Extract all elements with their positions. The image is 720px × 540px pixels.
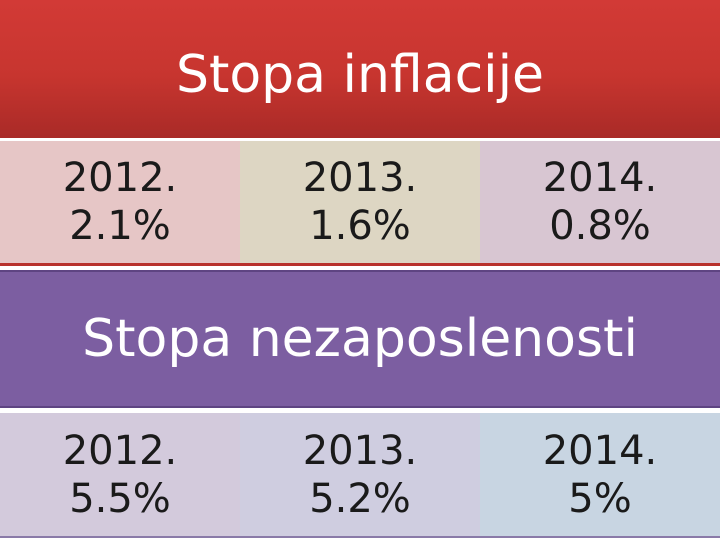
inflation-year-2013: 2013. xyxy=(302,155,418,201)
inflation-banner: Stopa inflacije xyxy=(0,0,720,138)
inflation-year-2012: 2012. xyxy=(62,155,178,201)
inflation-cell-2014: 2014. 0.8% xyxy=(480,138,720,266)
inflation-cell-2013: 2013. 1.6% xyxy=(240,138,480,266)
unemployment-title: Stopa nezaposlenosti xyxy=(82,309,638,369)
inflation-row: 2012. 2.1% 2013. 1.6% 2014. 0.8% xyxy=(0,138,720,266)
unemployment-row: 2012. 5.5% 2013. 5.2% 2014. 5% xyxy=(0,410,720,538)
inflation-value-2014: 0.8% xyxy=(549,203,651,249)
unemployment-cell-2014: 2014. 5% xyxy=(480,410,720,538)
unemployment-year-2013: 2013. xyxy=(302,427,418,474)
unemployment-year-2012: 2012. xyxy=(62,427,178,474)
unemployment-value-2012: 5.5% xyxy=(69,475,171,522)
inflation-title: Stopa inflacije xyxy=(175,45,545,105)
unemployment-cell-2012: 2012. 5.5% xyxy=(0,410,240,538)
unemployment-value-2014: 5% xyxy=(568,475,632,522)
inflation-year-2014: 2014. xyxy=(542,155,658,201)
inflation-value-2013: 1.6% xyxy=(309,203,411,249)
inflation-cell-2012: 2012. 2.1% xyxy=(0,138,240,266)
unemployment-value-2013: 5.2% xyxy=(309,475,411,522)
unemployment-year-2014: 2014. xyxy=(542,427,658,474)
unemployment-cell-2013: 2013. 5.2% xyxy=(240,410,480,538)
unemployment-banner: Stopa nezaposlenosti xyxy=(0,270,720,408)
inflation-value-2012: 2.1% xyxy=(69,203,171,249)
